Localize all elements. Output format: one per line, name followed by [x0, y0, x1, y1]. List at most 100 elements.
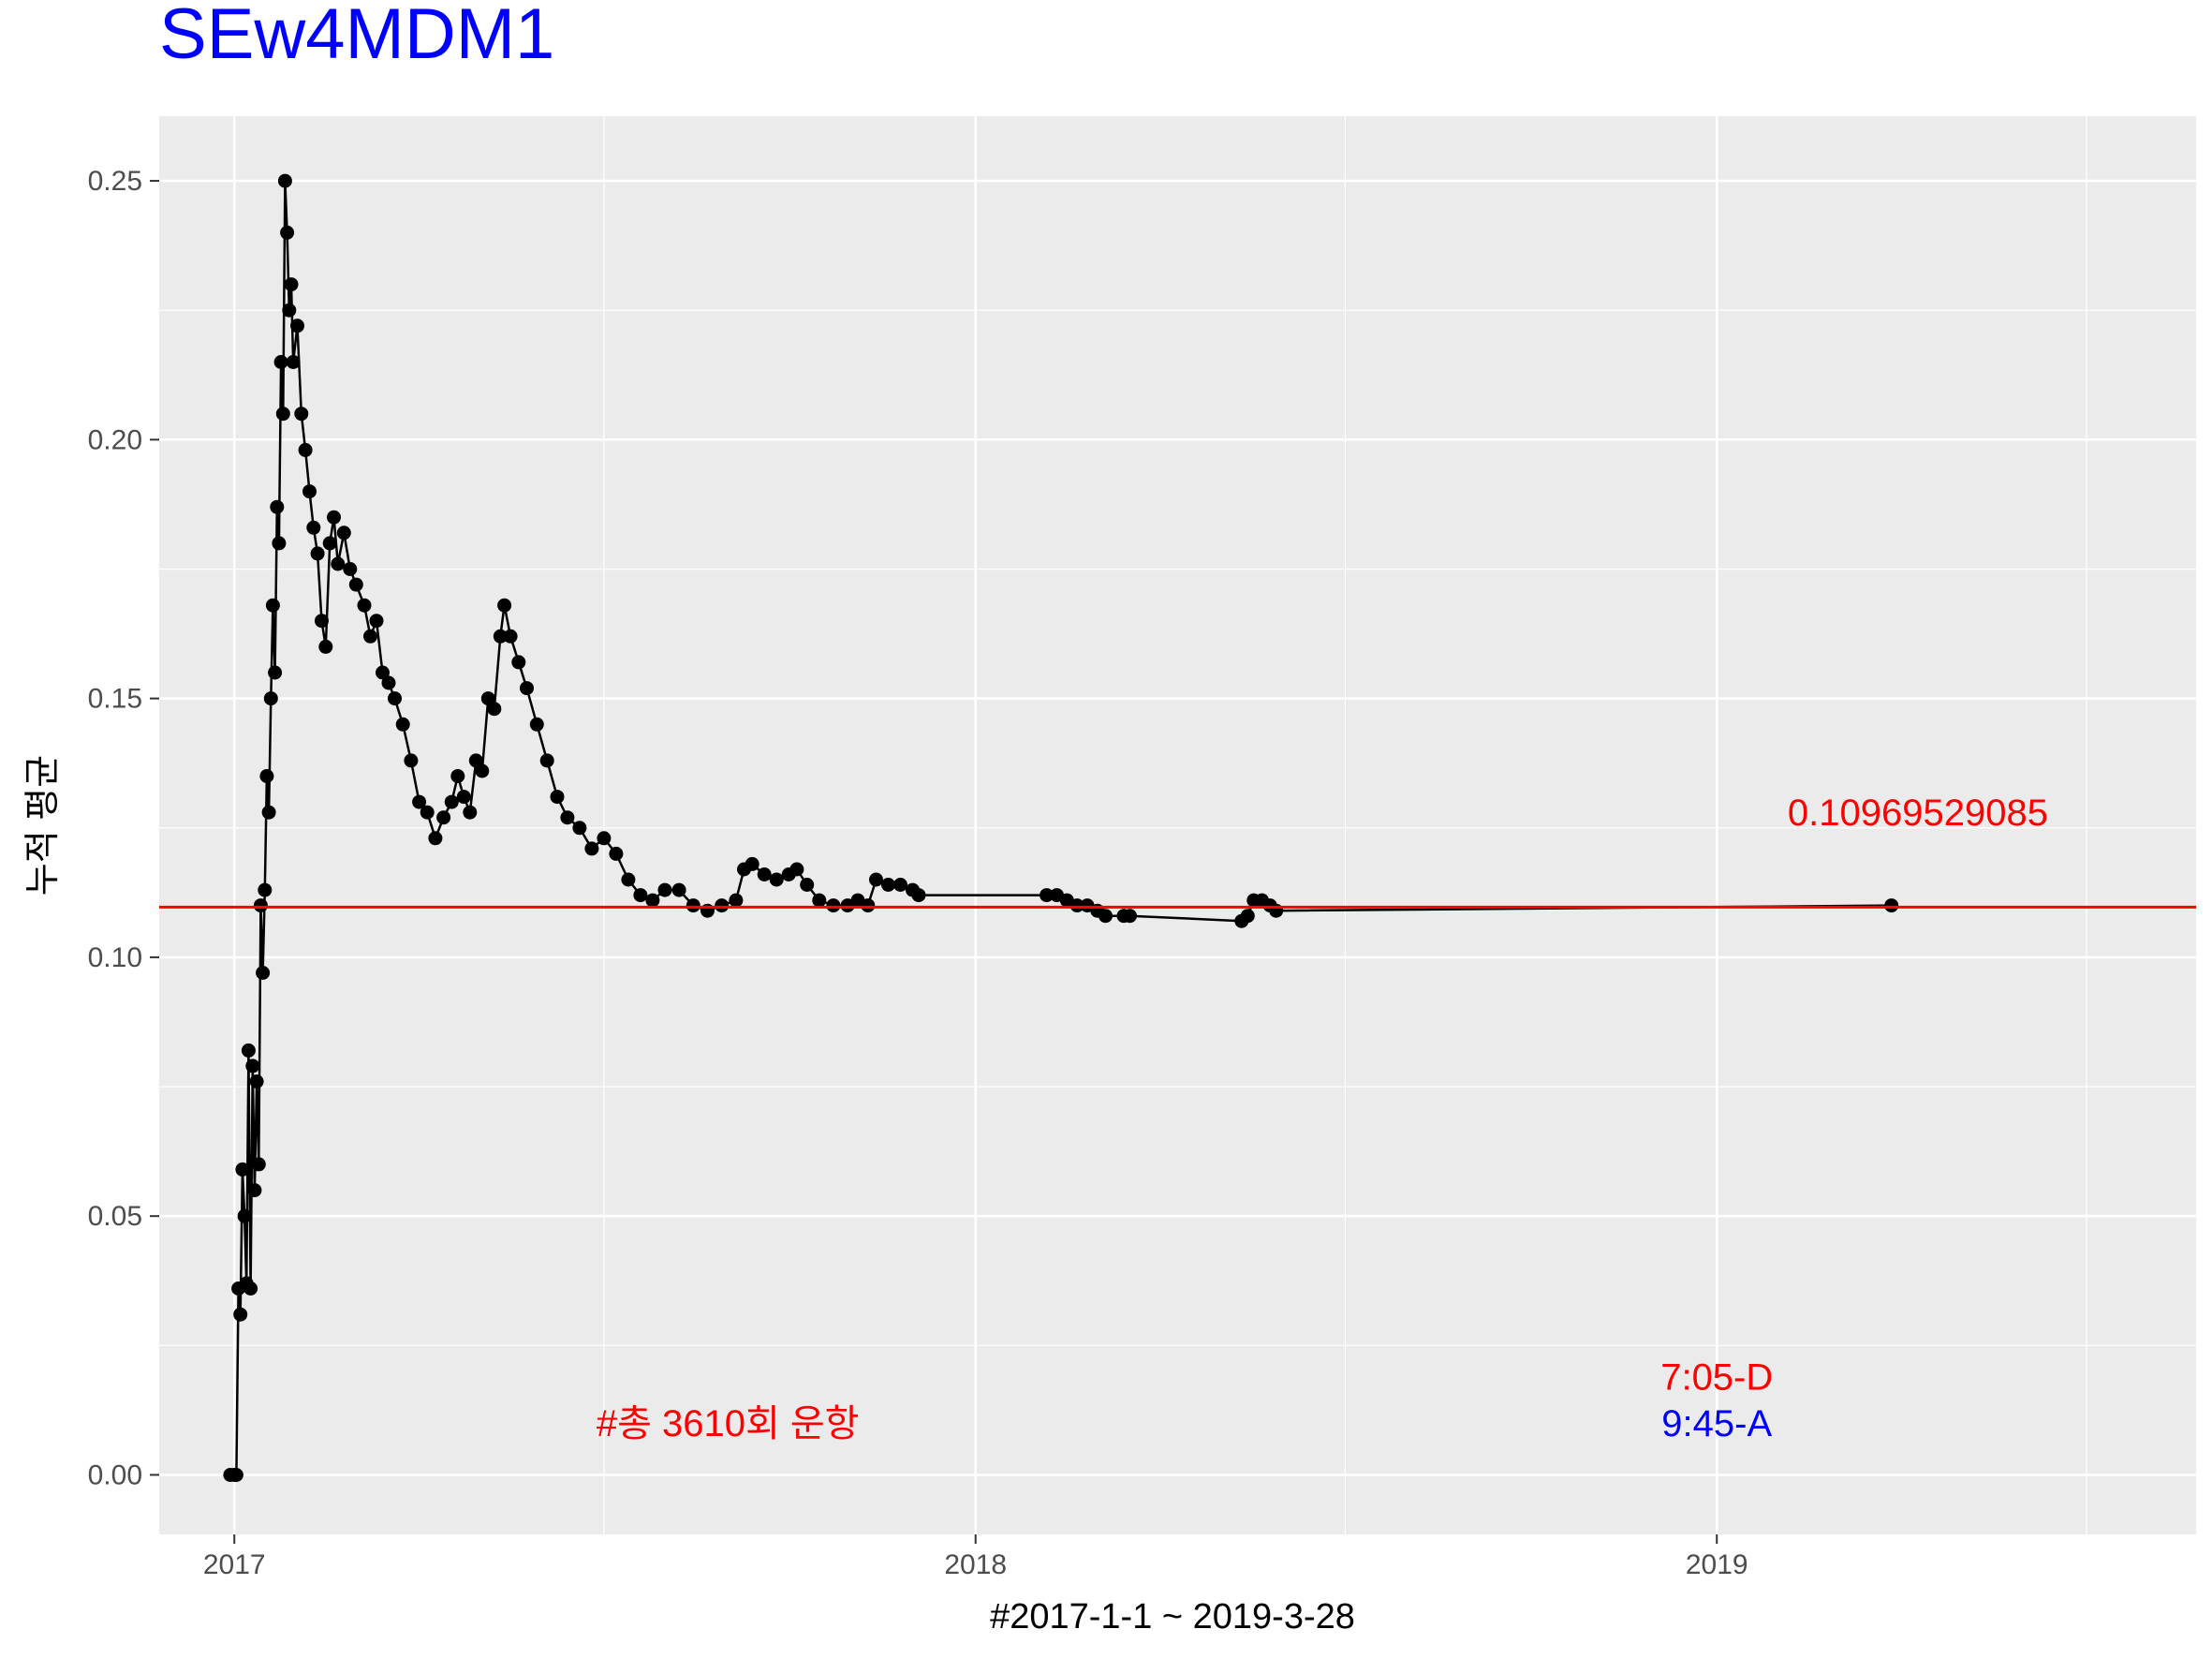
data-point — [395, 717, 410, 732]
data-point — [789, 862, 804, 877]
data-point — [381, 675, 396, 690]
data-point — [468, 753, 483, 768]
plot-panel — [159, 116, 2196, 1534]
data-point — [560, 810, 575, 825]
data-point — [420, 805, 435, 820]
data-point — [633, 888, 648, 903]
data-point — [584, 841, 599, 856]
data-point — [259, 769, 274, 783]
data-point — [322, 536, 337, 551]
data-point — [327, 510, 341, 525]
data-point — [621, 872, 636, 887]
data-point — [263, 691, 278, 706]
data-point — [861, 898, 876, 913]
data-point — [270, 499, 285, 514]
data-point — [294, 407, 309, 422]
x-tick-label: 2019 — [1686, 1549, 1748, 1580]
annotation-label: #총 3610회 운항 — [597, 1403, 860, 1444]
data-point — [597, 831, 612, 846]
data-point — [511, 655, 526, 670]
major-gridlines — [159, 116, 2196, 1534]
annotation-label: 9:45-A — [1661, 1403, 1772, 1444]
data-point — [261, 805, 276, 820]
data-point — [572, 821, 587, 836]
data-point — [258, 882, 273, 897]
data-point — [273, 355, 288, 369]
data-point — [487, 702, 502, 717]
data-point — [318, 639, 333, 654]
series-points — [223, 173, 1899, 1482]
data-point — [348, 577, 363, 592]
data-point — [757, 867, 772, 881]
data-point — [412, 794, 427, 809]
data-point — [1099, 909, 1113, 924]
data-point — [331, 556, 346, 571]
data-point — [911, 888, 926, 903]
data-point — [715, 898, 730, 913]
data-point — [284, 277, 299, 292]
data-point — [769, 872, 784, 887]
data-point — [369, 614, 384, 629]
data-point — [645, 893, 660, 908]
annotation-label: 7:05-D — [1660, 1356, 1773, 1398]
x-tick-label: 2017 — [203, 1549, 266, 1580]
data-point — [1884, 898, 1899, 913]
y-axis: 0.00 0.05 0.10 0.15 0.20 0.25 — [88, 166, 159, 1490]
chart-title: SEw4MDM1 — [159, 0, 554, 74]
data-point — [1123, 909, 1137, 924]
data-point — [456, 790, 471, 805]
data-point — [475, 763, 490, 778]
annotation-label: 0.10969529085 — [1788, 792, 2048, 834]
data-point — [826, 898, 841, 913]
y-tick-label: 0.00 — [88, 1459, 142, 1490]
data-point — [893, 878, 907, 892]
data-point — [315, 614, 329, 629]
data-point — [265, 598, 280, 613]
data-point — [745, 856, 759, 871]
data-point — [310, 546, 325, 561]
data-point — [268, 665, 283, 680]
y-tick-label: 0.10 — [88, 942, 142, 973]
data-point — [388, 691, 402, 706]
data-point — [1040, 888, 1054, 903]
data-point — [235, 1162, 250, 1177]
data-point — [1240, 909, 1255, 924]
data-point — [444, 794, 459, 809]
data-point — [298, 442, 313, 457]
data-point — [280, 225, 295, 240]
data-point — [237, 1208, 252, 1223]
data-point — [881, 878, 895, 892]
data-point — [376, 665, 390, 680]
data-point — [463, 805, 478, 820]
data-point — [686, 898, 700, 913]
data-point — [520, 681, 534, 696]
data-point — [277, 173, 292, 188]
data-point — [869, 872, 883, 887]
data-point — [493, 629, 508, 644]
data-point — [229, 1468, 243, 1482]
data-point — [251, 1157, 266, 1172]
data-point — [272, 536, 287, 551]
minor-gridlines — [159, 116, 2196, 1534]
data-point — [450, 769, 465, 783]
data-point — [336, 526, 351, 541]
y-tick-label: 0.25 — [88, 166, 142, 197]
x-tick-label: 2018 — [944, 1549, 1007, 1580]
data-point — [241, 1043, 256, 1058]
data-point — [343, 562, 358, 576]
data-point — [800, 878, 815, 892]
data-point — [550, 790, 565, 805]
data-point — [657, 882, 672, 897]
data-point — [290, 318, 304, 333]
data-point — [812, 893, 827, 908]
data-point — [363, 629, 377, 644]
data-point — [249, 1074, 264, 1089]
data-point — [357, 598, 372, 613]
data-point — [233, 1307, 248, 1322]
y-tick-label: 0.15 — [88, 684, 142, 715]
data-point — [256, 966, 271, 980]
x-axis: 2017 2018 2019 — [203, 1534, 1748, 1580]
data-point — [247, 1183, 262, 1198]
data-point — [729, 893, 744, 908]
y-tick-label: 0.05 — [88, 1201, 142, 1232]
